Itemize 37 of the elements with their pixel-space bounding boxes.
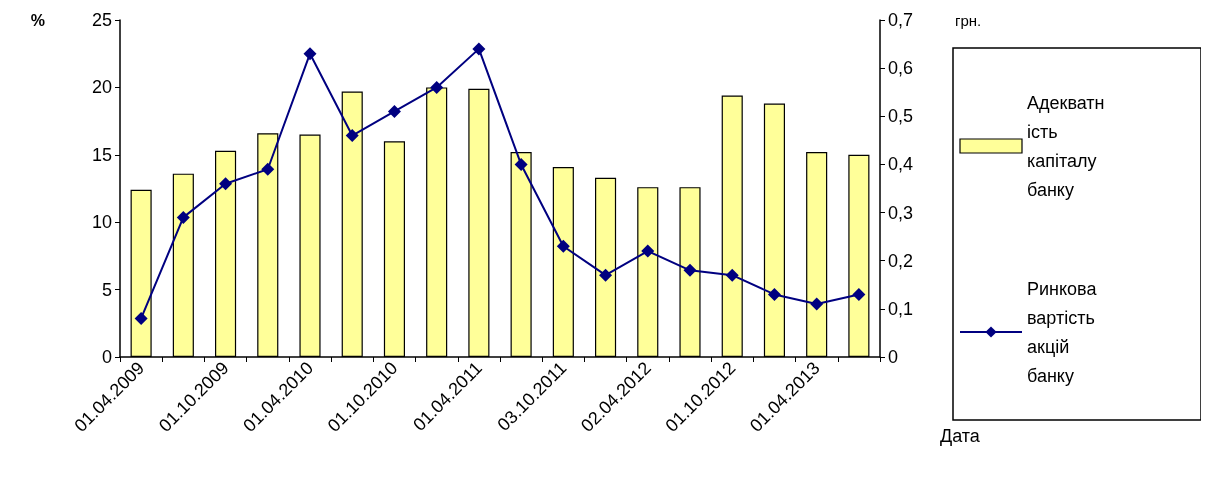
y2-tick-label: 0,6 bbox=[888, 58, 914, 79]
point bbox=[599, 268, 613, 282]
y-axis-title: % bbox=[30, 11, 45, 29]
point bbox=[556, 239, 570, 253]
y-tick-label: 5 bbox=[101, 279, 112, 300]
legend-label: Ринкова вартість акцій банку bbox=[1027, 278, 1102, 386]
y2-tick-label: 0,4 bbox=[888, 154, 914, 175]
y-tick-label: 10 bbox=[91, 212, 112, 233]
y-tick-label: 0 bbox=[101, 347, 112, 367]
y-tick-label: 25 bbox=[91, 10, 112, 30]
point bbox=[767, 287, 781, 301]
y2-tick-label: 0,2 bbox=[888, 250, 914, 271]
y2-tick-label: 0,5 bbox=[888, 106, 914, 127]
point bbox=[176, 210, 190, 224]
y-tick-label: 20 bbox=[91, 77, 112, 98]
point bbox=[725, 268, 739, 282]
point bbox=[303, 47, 317, 61]
y2-tick-label: 0,7 bbox=[888, 10, 914, 30]
point bbox=[345, 129, 359, 143]
x-axis-title: Дата bbox=[940, 426, 981, 446]
y2-tick-label: 0,1 bbox=[888, 298, 914, 319]
y2-axis-title: грн. bbox=[955, 11, 982, 29]
point bbox=[261, 162, 275, 176]
y2-tick-label: 0,3 bbox=[888, 202, 914, 223]
point bbox=[219, 177, 233, 191]
point bbox=[852, 287, 866, 301]
point bbox=[514, 157, 528, 171]
point bbox=[683, 263, 697, 277]
y2-tick-label: 0 bbox=[888, 347, 899, 367]
y-tick-label: 15 bbox=[91, 144, 112, 165]
point bbox=[387, 104, 401, 118]
point bbox=[134, 311, 148, 325]
legend-label: Адекватність капіталу банку bbox=[1027, 92, 1105, 200]
point bbox=[641, 244, 655, 258]
point bbox=[430, 80, 444, 94]
point bbox=[472, 42, 486, 56]
point bbox=[810, 297, 824, 311]
